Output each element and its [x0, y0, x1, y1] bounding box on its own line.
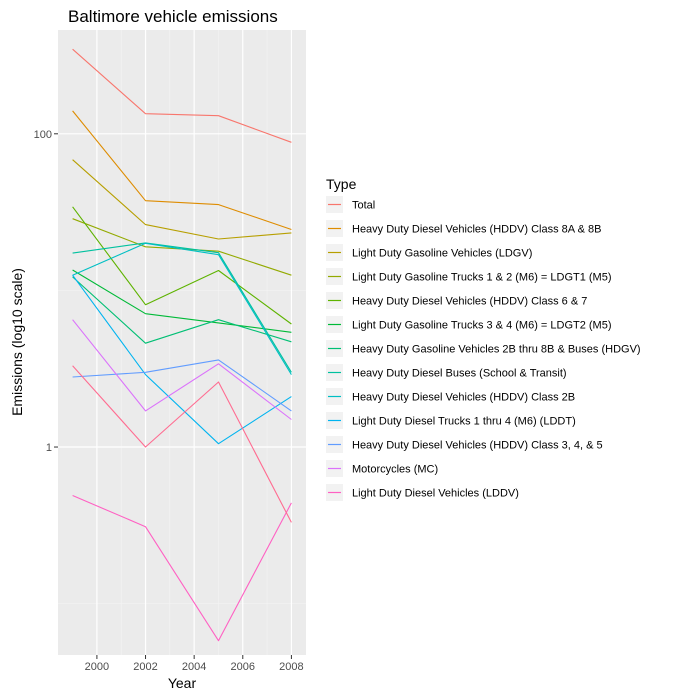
legend-label: Heavy Duty Diesel Vehicles (HDDV) Class …: [352, 440, 603, 452]
legend-item: Heavy Duty Diesel Buses (School & Transi…: [326, 364, 567, 381]
legend-item: Total: [326, 196, 375, 213]
series-line: [72, 206, 292, 325]
legend-label: Heavy Duty Diesel Vehicles (HDDV) Class …: [352, 392, 575, 404]
legend-label: Heavy Duty Diesel Buses (School & Transi…: [352, 368, 567, 380]
series-line: [72, 242, 292, 373]
chart-title: Baltimore vehicle emissions: [68, 7, 278, 26]
x-tick-label: 2006: [231, 661, 255, 673]
legend-label: Light Duty Diesel Vehicles (LDDV): [352, 488, 519, 500]
legend-label: Heavy Duty Diesel Vehicles (HDDV) Class …: [352, 296, 587, 308]
x-axis-title: Year: [168, 675, 197, 691]
y-tick-label: 100: [34, 129, 52, 141]
x-tick-label: 2000: [85, 661, 109, 673]
grid-major: [58, 30, 306, 655]
series-line: [72, 242, 292, 375]
series-line: [72, 269, 292, 333]
legend-item: Heavy Duty Diesel Vehicles (HDDV) Class …: [326, 292, 587, 309]
series-line: [72, 276, 292, 344]
series-line: [72, 48, 292, 143]
plot-panel: [58, 30, 306, 655]
series-lines: [72, 48, 292, 642]
legend-item: Light Duty Gasoline Vehicles (LDGV): [326, 244, 532, 261]
legend-label: Light Duty Gasoline Trucks 1 & 2 (M6) = …: [352, 272, 612, 284]
series-line: [72, 274, 292, 445]
legend-title: Type: [326, 176, 357, 192]
series-line: [72, 319, 292, 420]
legend-item: Motorcycles (MC): [326, 460, 438, 477]
x-axis: 2000 2002 2004 2006 2008: [85, 655, 304, 673]
legend-label: Total: [352, 200, 375, 212]
series-line: [72, 365, 292, 523]
legend-item: Heavy Duty Gasoline Vehicles 2B thru 8B …: [326, 340, 641, 357]
legend-label: Light Duty Gasoline Trucks 3 & 4 (M6) = …: [352, 320, 612, 332]
series-line: [72, 494, 292, 642]
y-tick-label: 1: [46, 442, 52, 454]
legend-item: Light Duty Gasoline Trucks 1 & 2 (M6) = …: [326, 268, 612, 285]
x-tick-label: 2002: [133, 661, 157, 673]
legend-item: Light Duty Gasoline Trucks 3 & 4 (M6) = …: [326, 316, 612, 333]
legend-label: Light Duty Gasoline Vehicles (LDGV): [352, 248, 532, 260]
x-tick-label: 2004: [182, 661, 206, 673]
legend-label: Motorcycles (MC): [352, 464, 438, 476]
x-tick-label: 2008: [279, 661, 303, 673]
series-line: [72, 359, 292, 412]
legend-item: Heavy Duty Diesel Vehicles (HDDV) Class …: [326, 436, 603, 453]
y-axis-title: Emissions (log10 scale): [9, 268, 25, 416]
legend-item: Light Duty Diesel Vehicles (LDDV): [326, 484, 519, 501]
legend-label: Heavy Duty Gasoline Vehicles 2B thru 8B …: [352, 344, 641, 356]
series-line: [72, 159, 292, 240]
legend: Type Total Heavy Duty Diesel Vehicles (HD…: [326, 176, 641, 501]
legend-label: Light Duty Diesel Trucks 1 thru 4 (M6) (…: [352, 416, 576, 428]
legend-label: Heavy Duty Diesel Vehicles (HDDV) Class …: [352, 224, 601, 236]
legend-item: Light Duty Diesel Trucks 1 thru 4 (M6) (…: [326, 412, 576, 429]
legend-item: Heavy Duty Diesel Vehicles (HDDV) Class …: [326, 220, 601, 237]
series-line: [72, 110, 292, 231]
y-axis: 1 100: [34, 129, 58, 454]
legend-item: Heavy Duty Diesel Vehicles (HDDV) Class …: [326, 388, 575, 405]
